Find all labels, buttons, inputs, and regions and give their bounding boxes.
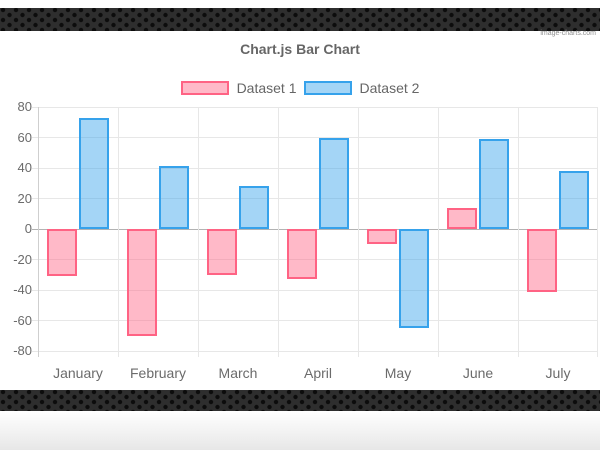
bar-dataset-1-june[interactable]	[447, 207, 477, 229]
plot-area: 80 60 40 20 0 -20 -40 -60 -80 January February Marc…	[13, 100, 598, 381]
bar-dataset-1-march[interactable]	[207, 229, 237, 275]
x-tick-label: April	[303, 365, 332, 381]
x-tick-label: March	[218, 365, 258, 381]
bar-dataset-1-february[interactable]	[127, 229, 157, 336]
legend-swatch-dataset-1	[180, 81, 229, 95]
legend-swatch-dataset-2	[303, 81, 352, 95]
horizontal-gridline	[32, 167, 598, 169]
bottom-fade	[0, 411, 600, 450]
bar-dataset-2-march[interactable]	[239, 186, 269, 229]
y-tick-label: 20	[17, 190, 32, 206]
bar-dataset-2-april[interactable]	[319, 137, 349, 229]
bar-dataset-2-february[interactable]	[159, 166, 189, 229]
legend-item-dataset-1[interactable]: Dataset 1	[180, 80, 297, 96]
bar-dataset-1-april[interactable]	[287, 229, 317, 280]
y-tick-label: -60	[13, 312, 32, 328]
x-tick-label: February	[129, 365, 187, 381]
bar-dataset-1-may[interactable]	[367, 229, 397, 245]
horizontal-gridline	[32, 106, 598, 108]
vertical-gridline	[518, 107, 519, 357]
vertical-gridline	[198, 107, 199, 357]
watermark: image-charts.com	[540, 30, 596, 37]
y-tick-label: 60	[17, 129, 32, 145]
bar-dataset-1-july[interactable]	[527, 229, 557, 292]
y-tick-label: 80	[17, 99, 32, 114]
x-tick-label: January	[53, 365, 103, 381]
y-tick-label: -80	[13, 343, 32, 358]
vertical-gridline	[38, 107, 39, 357]
pattern-band-top	[0, 8, 600, 31]
pattern-band-bottom	[0, 390, 600, 411]
horizontal-gridline	[32, 137, 598, 138]
horizontal-gridline	[32, 198, 598, 199]
horizontal-gridline	[32, 320, 598, 321]
vertical-gridline	[278, 107, 279, 357]
legend-label: Dataset 2	[359, 80, 420, 96]
horizontal-gridline	[32, 289, 598, 291]
horizontal-gridline	[32, 350, 598, 352]
x-tick-label: May	[384, 365, 412, 381]
legend-item-dataset-2[interactable]: Dataset 2	[303, 80, 420, 96]
bar-dataset-2-may[interactable]	[399, 229, 429, 329]
x-tick-label: June	[462, 365, 494, 381]
y-tick-label: -20	[13, 251, 32, 267]
legend-label: Dataset 1	[236, 80, 297, 96]
y-tick-label: -40	[13, 282, 32, 297]
x-tick-label: July	[545, 365, 571, 381]
bar-dataset-2-june[interactable]	[479, 139, 509, 229]
bar-dataset-1-january[interactable]	[47, 229, 77, 277]
chart-title: Chart.js Bar Chart	[240, 41, 360, 57]
legend: Dataset 1 Dataset 2	[0, 81, 600, 95]
y-tick-label: 0	[24, 221, 32, 236]
bar-dataset-2-january[interactable]	[79, 117, 109, 229]
vertical-gridline	[597, 107, 598, 357]
y-tick-label: 40	[17, 160, 32, 175]
vertical-gridline	[358, 107, 359, 357]
vertical-gridline	[438, 107, 439, 357]
vertical-gridline	[118, 107, 119, 357]
bar-dataset-2-july[interactable]	[559, 171, 589, 229]
